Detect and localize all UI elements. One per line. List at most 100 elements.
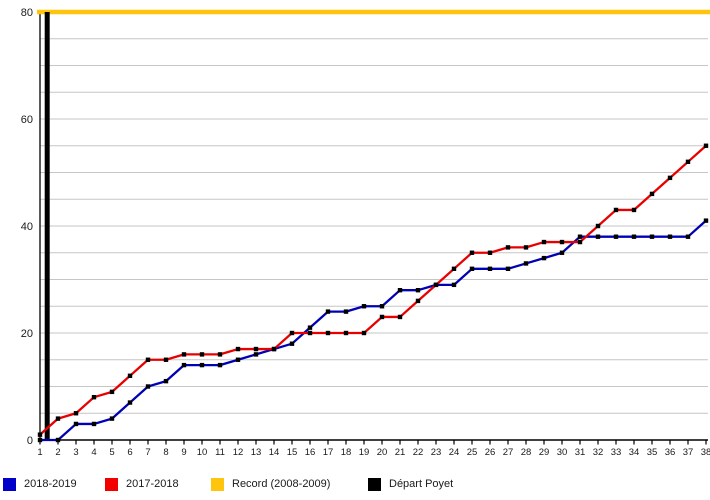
data-point-2017-2018 (559, 239, 565, 245)
x-tick-label: 21 (395, 447, 406, 458)
data-point-2017-2018 (199, 352, 205, 357)
x-tick-label: 4 (91, 447, 96, 458)
x-tick-label: 7 (145, 447, 150, 458)
legend-swatch-2018-2019 (3, 478, 16, 491)
x-tick-label: 16 (305, 447, 316, 458)
y-tick-label: 0 (27, 435, 33, 447)
legend: 2018-2019 2017-2018 Record (2008-2009) D… (0, 474, 710, 500)
data-point-2018-2019 (343, 309, 349, 314)
data-point-2018-2019 (109, 416, 115, 421)
data-point-2018-2019 (253, 352, 259, 357)
x-tick-label: 14 (269, 447, 280, 458)
series-line-2018-2019 (40, 219, 707, 442)
data-point-2018-2019 (73, 421, 79, 427)
data-point-2018-2019 (469, 266, 475, 271)
x-tick-label: 31 (575, 447, 586, 458)
data-point-2018-2019 (307, 325, 313, 330)
x-tick-label: 33 (611, 447, 622, 458)
x-tick-label: 34 (629, 447, 640, 458)
data-point-2018-2019 (559, 250, 565, 255)
data-point-2018-2019 (379, 304, 385, 309)
legend-item-2018-2019: 2018-2019 (3, 478, 77, 491)
data-point-2017-2018 (379, 314, 385, 320)
x-tick-label: 38 (701, 447, 710, 458)
data-point-2018-2019 (127, 400, 133, 405)
x-tick-label: 32 (593, 447, 604, 458)
data-point-2018-2019 (703, 218, 709, 223)
legend-swatch-2017-2018 (105, 478, 118, 491)
data-point-2017-2018 (253, 346, 259, 352)
x-tick-label: 36 (665, 447, 676, 458)
legend-item-record: Record (2008-2009) (211, 478, 330, 491)
data-point-2017-2018 (325, 330, 331, 336)
x-tick-label: 30 (557, 447, 568, 458)
data-point-2017-2018 (271, 346, 277, 352)
data-point-2018-2019 (631, 234, 637, 239)
data-point-2017-2018 (505, 245, 511, 250)
data-point-2018-2019 (55, 437, 61, 443)
x-tick-label: 8 (163, 447, 168, 458)
y-tick-label: 60 (21, 114, 33, 126)
data-point-2017-2018 (289, 330, 295, 336)
data-point-2017-2018 (415, 298, 421, 304)
x-tick-label: 13 (251, 447, 262, 458)
data-point-2017-2018 (163, 357, 169, 362)
y-tick-label: 80 (21, 7, 33, 19)
data-point-2017-2018 (235, 346, 241, 352)
data-point-2017-2018 (523, 245, 529, 250)
plot-area: 1 2 3 4 5 6 7 8 9 10 11 12 13 14 15 16 17 18 19 20 21 22 23 24 2… (21, 7, 710, 458)
data-point-2017-2018 (667, 175, 673, 181)
data-point-2018-2019 (361, 304, 367, 309)
x-tick-label: 24 (449, 447, 460, 458)
data-point-2018-2019 (541, 255, 547, 261)
data-point-2018-2019 (487, 266, 493, 271)
x-tick-label: 35 (647, 447, 658, 458)
x-tick-label: 19 (359, 447, 370, 458)
legend-item-2017-2018: 2017-2018 (105, 478, 179, 491)
data-point-2017-2018 (91, 395, 97, 400)
data-point-2018-2019 (577, 234, 583, 239)
x-tick-label: 10 (197, 447, 208, 458)
legend-label-record: Record (2008-2009) (232, 478, 331, 490)
x-tick-label: 5 (109, 447, 114, 458)
x-tick-label: 37 (683, 447, 694, 458)
x-tick-label: 12 (233, 447, 244, 458)
data-point-2018-2019 (415, 288, 421, 293)
data-point-2017-2018 (577, 239, 583, 245)
data-point-2017-2018 (451, 266, 457, 271)
data-point-2018-2019 (289, 341, 295, 346)
data-point-2017-2018 (649, 191, 655, 197)
x-tick-label: 26 (485, 447, 496, 458)
data-point-2018-2019 (523, 261, 529, 266)
x-tick-label: 1 (37, 447, 42, 458)
data-point-2018-2019 (613, 234, 619, 239)
data-point-2017-2018 (361, 330, 367, 336)
y-tick-label: 20 (21, 328, 33, 340)
x-tick-label: 18 (341, 447, 352, 458)
data-point-2017-2018 (217, 352, 223, 357)
x-tick-label: 23 (431, 447, 442, 458)
data-point-2018-2019 (451, 282, 457, 288)
x-tick-label: 25 (467, 447, 478, 458)
x-tick-label: 11 (215, 447, 225, 458)
data-point-2017-2018 (469, 250, 475, 255)
data-point-2017-2018 (343, 330, 349, 336)
data-point-2018-2019 (325, 309, 331, 314)
legend-swatch-record (211, 478, 224, 491)
data-point-2018-2019 (199, 362, 205, 368)
legend-item-depart-poyet: Départ Poyet (368, 478, 453, 491)
data-point-2018-2019 (217, 362, 223, 368)
series-line-2017-2018 (39, 144, 707, 436)
data-point-2017-2018 (37, 432, 43, 437)
data-point-2017-2018 (397, 314, 403, 320)
data-point-2018-2019 (163, 378, 169, 384)
data-point-2017-2018 (703, 143, 709, 148)
data-point-2017-2018 (631, 207, 637, 213)
legend-label-2018-2019: 2018-2019 (24, 478, 77, 490)
data-point-2018-2019 (145, 384, 151, 389)
legend-swatch-depart-poyet (368, 478, 381, 491)
data-point-2018-2019 (235, 357, 241, 362)
data-point-2018-2019 (685, 234, 691, 239)
x-tick-label: 2 (55, 447, 60, 458)
data-point-2017-2018 (181, 352, 187, 357)
